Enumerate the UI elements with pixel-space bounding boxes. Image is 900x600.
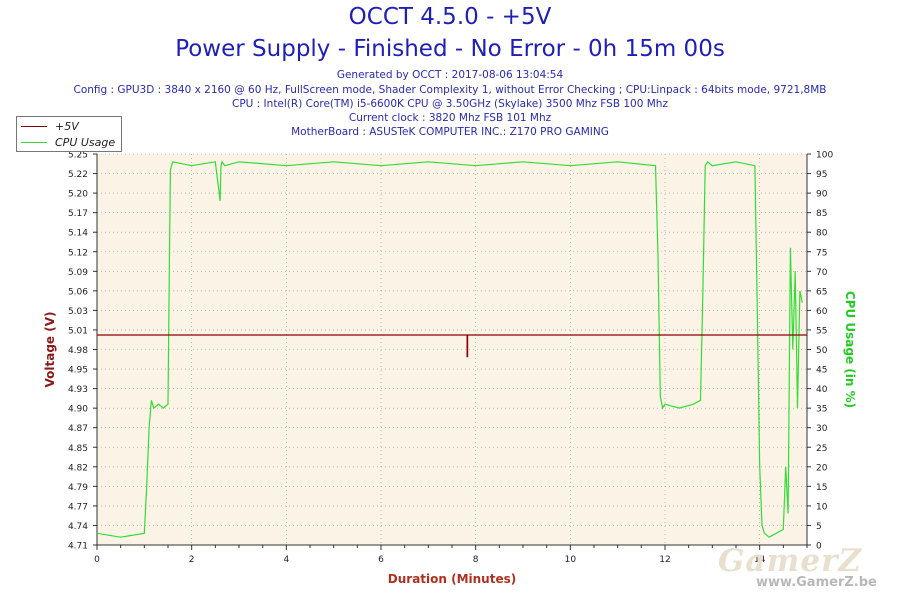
- tick-label-bottom: 14: [754, 555, 766, 565]
- tick-label-right: 100: [816, 151, 833, 161]
- tick-label-left: 5.09: [68, 268, 88, 278]
- tick-label-bottom: 6: [378, 555, 384, 565]
- tick-label-left: 4.71: [68, 542, 88, 552]
- tick-label-right: 65: [816, 287, 827, 297]
- tick-label-left: 4.95: [68, 366, 88, 376]
- tick-label-left: 4.74: [68, 522, 88, 532]
- tick-label-right: 25: [816, 444, 827, 454]
- tick-label-left: 5.06: [68, 287, 88, 297]
- generated-info: Generated by OCCT : 2017-08-06 13:04:54: [336, 69, 564, 81]
- tick-label-right: 10: [816, 502, 828, 512]
- tick-label-left: 5.22: [68, 170, 88, 180]
- tick-label-left: 5.01: [68, 326, 88, 336]
- tick-label-right: 85: [816, 209, 827, 219]
- tick-label-left: 4.82: [68, 463, 88, 473]
- tick-label-right: 0: [816, 542, 822, 552]
- tick-label-left: 4.93: [68, 385, 88, 395]
- tick-label-right: 5: [816, 522, 822, 532]
- tick-label-right: 90: [816, 190, 828, 200]
- tick-label-left: 4.77: [68, 502, 88, 512]
- tick-label-bottom: 12: [659, 555, 670, 565]
- tick-label-left: 5.03: [68, 307, 88, 317]
- cpu-info: CPU : Intel(R) Core(TM) i5-6600K CPU @ 3…: [232, 98, 668, 110]
- chart-subtitle: Power Supply - Finished - No Error - 0h …: [175, 36, 725, 62]
- legend-label-voltage: +5V: [55, 119, 79, 133]
- legend-swatch-cpu: [21, 141, 47, 143]
- tick-label-left: 4.85: [68, 444, 88, 454]
- tick-label-left: 5.20: [68, 190, 88, 200]
- tick-label-bottom: 2: [189, 555, 195, 565]
- tick-label-left: 4.98: [68, 346, 88, 356]
- tick-label-left: 4.90: [68, 405, 88, 415]
- tick-label-right: 35: [816, 405, 827, 415]
- tick-label-left: 5.17: [68, 209, 88, 219]
- clock-info: Current clock : 3820 Mhz FSB 101 Mhz: [348, 112, 552, 124]
- tick-label-right: 15: [816, 483, 827, 493]
- plot-background: [97, 154, 807, 545]
- legend: +5V CPU Usage: [16, 116, 122, 152]
- series-line-cpu-usage: [96, 160, 803, 538]
- y-axis-label-left: Voltage (V): [43, 312, 57, 388]
- tick-label-right: 50: [816, 346, 828, 356]
- tick-label-left: 4.79: [68, 483, 88, 493]
- tick-label-left: 5.12: [68, 248, 88, 258]
- legend-swatch-voltage: [21, 125, 47, 127]
- tick-label-bottom: 4: [283, 555, 289, 565]
- tick-label-right: 20: [816, 463, 828, 473]
- series-line-voltage: [97, 334, 807, 358]
- watermark-url: www.GamerZ.be: [756, 575, 877, 590]
- watermark-logo: GamerZ: [718, 543, 863, 579]
- tick-label-right: 70: [816, 268, 828, 278]
- x-axis-label: Duration (Minutes): [388, 572, 516, 586]
- motherboard-info: MotherBoard : ASUSTeK COMPUTER INC.: Z17…: [291, 126, 609, 138]
- tick-label-left: 5.14: [68, 229, 88, 239]
- tick-label-right: 55: [816, 326, 827, 336]
- tick-label-left: 4.87: [68, 424, 88, 434]
- tick-label-bottom: 0: [94, 555, 100, 565]
- legend-item-voltage: +5V: [21, 118, 79, 134]
- legend-label-cpu: CPU Usage: [55, 135, 116, 149]
- tick-label-bottom: 10: [565, 555, 577, 565]
- tick-label-bottom: 8: [473, 555, 479, 565]
- tick-label-right: 45: [816, 366, 827, 376]
- tick-label-right: 40: [816, 385, 828, 395]
- tick-label-right: 80: [816, 229, 828, 239]
- chart-title: OCCT 4.5.0 - +5V: [348, 4, 552, 30]
- tick-label-right: 30: [816, 424, 828, 434]
- config-info: Config : GPU3D : 3840 x 2160 @ 60 Hz, Fu…: [73, 84, 827, 96]
- tick-label-right: 60: [816, 307, 828, 317]
- tick-label-right: 75: [816, 248, 827, 258]
- tick-label-right: 95: [816, 170, 827, 180]
- y-axis-label-right: CPU Usage (in %): [843, 291, 857, 408]
- tick-label-left: 5.25: [68, 151, 88, 161]
- legend-item-cpu: CPU Usage: [21, 134, 115, 150]
